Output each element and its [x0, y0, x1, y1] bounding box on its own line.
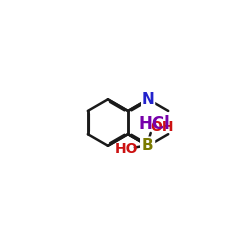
- Text: B: B: [141, 138, 153, 153]
- Text: HCl: HCl: [139, 115, 171, 133]
- Text: HO: HO: [114, 142, 138, 156]
- Text: OH: OH: [151, 120, 174, 134]
- Text: N: N: [142, 92, 154, 107]
- Text: N: N: [142, 138, 154, 153]
